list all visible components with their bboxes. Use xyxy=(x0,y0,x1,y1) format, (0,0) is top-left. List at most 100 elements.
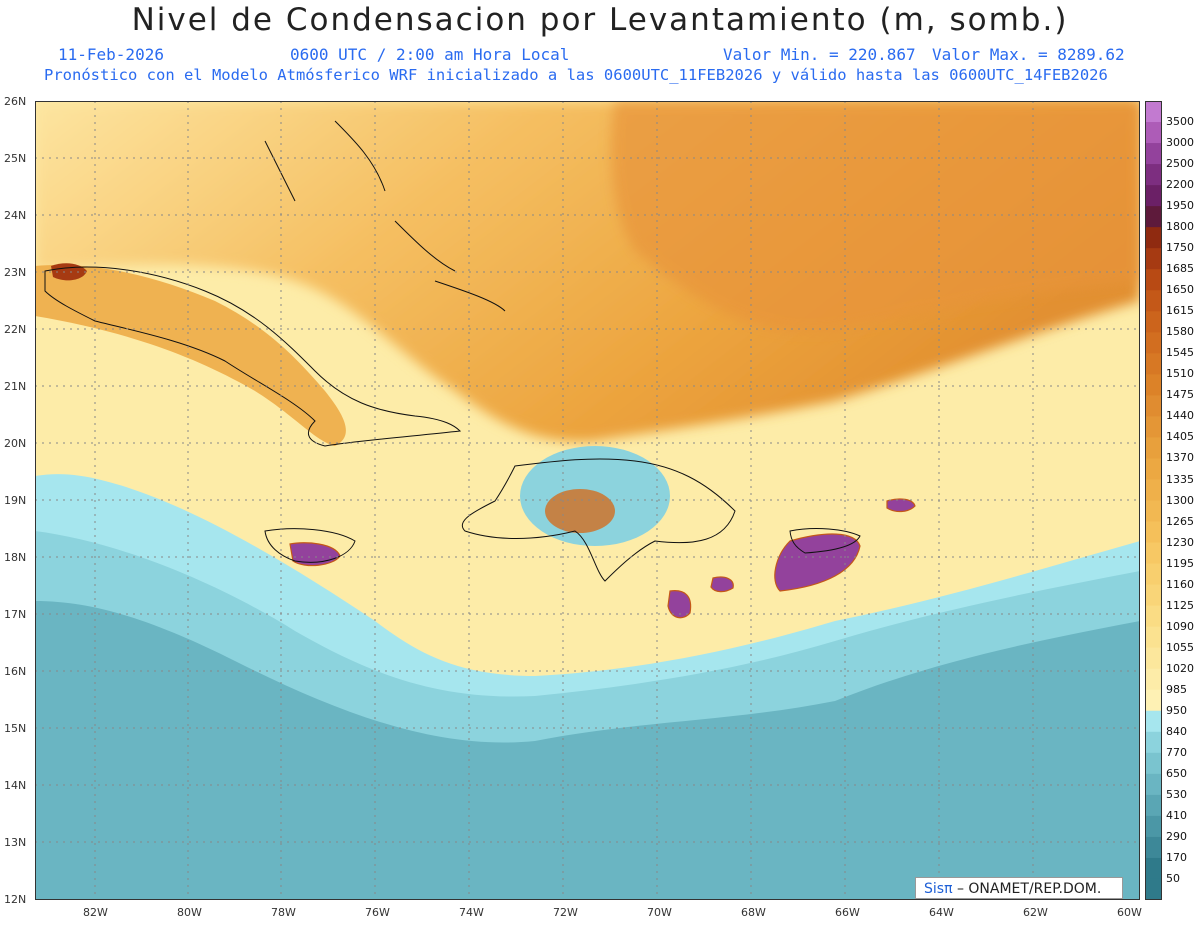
colorbar-segment xyxy=(1145,248,1162,270)
colorbar-label: 985 xyxy=(1166,682,1187,696)
colorbar-label: 530 xyxy=(1166,787,1187,801)
colorbar-label: 1685 xyxy=(1166,262,1194,276)
colorbar-segment xyxy=(1145,836,1162,859)
colorbar-segment xyxy=(1145,374,1162,396)
lat-label: 17N xyxy=(4,608,27,621)
colorbar-segment xyxy=(1145,290,1162,312)
hispaniola-orange xyxy=(545,489,615,533)
lat-label: 24N xyxy=(4,209,27,222)
colorbar-label: 3500 xyxy=(1166,115,1194,128)
colorbar-label: 1335 xyxy=(1166,472,1194,486)
lat-label: 21N xyxy=(4,380,27,393)
colorbar-svg xyxy=(1145,101,1162,901)
logo-text: – ONAMET/REP.DOM. xyxy=(956,881,1102,897)
lon-label: 74W xyxy=(459,906,484,919)
lat-label: 26N xyxy=(4,95,27,108)
colorbar-label: 1230 xyxy=(1166,535,1194,549)
colorbar-label: 1055 xyxy=(1166,640,1194,654)
logo: Sisπ – ONAMET/REP.DOM. xyxy=(915,877,1123,899)
colorbar-label: 1370 xyxy=(1166,451,1194,465)
colorbar-label: 2500 xyxy=(1166,157,1194,171)
colorbar-label: 1510 xyxy=(1166,367,1194,381)
colorbar-segment xyxy=(1145,122,1162,144)
map-frame xyxy=(35,101,1140,900)
colorbar-label: 410 xyxy=(1166,808,1187,822)
lat-label: 13N xyxy=(4,836,27,849)
lcl-field-svg xyxy=(35,101,1140,900)
colorbar-segment xyxy=(1145,563,1162,586)
colorbar-label: 840 xyxy=(1166,724,1187,738)
colorbar-label: 650 xyxy=(1166,766,1187,780)
colorbar-label: 1020 xyxy=(1166,661,1194,675)
colorbar-segment xyxy=(1145,206,1162,228)
purple-patch-3 xyxy=(886,498,916,513)
colorbar-segment xyxy=(1145,857,1162,880)
colorbar-label: 290 xyxy=(1166,829,1187,843)
colorbar-segment xyxy=(1145,458,1162,481)
colorbar-label: 50 xyxy=(1166,872,1180,885)
colorbar-segment xyxy=(1145,647,1162,670)
lon-label: 72W xyxy=(553,906,578,919)
colorbar-segment xyxy=(1145,416,1162,439)
colorbar-label: 1195 xyxy=(1166,556,1194,570)
colorbar-label: 1440 xyxy=(1166,409,1194,423)
lon-label: 66W xyxy=(835,906,860,919)
lon-label: 60W xyxy=(1117,906,1142,919)
forecast-info: Pronóstico con el Modelo Atmósferico WRF… xyxy=(44,66,1108,84)
map-title: Nivel de Condensacion por Levantamiento … xyxy=(131,2,1069,38)
colorbar-segment xyxy=(1145,542,1162,565)
lat-label: 23N xyxy=(4,266,27,279)
purple-patch-2 xyxy=(710,576,734,593)
time-label: 0600 UTC / 2:00 am Hora Local xyxy=(290,45,570,64)
colorbar-segment xyxy=(1145,269,1162,291)
colorbar-segment xyxy=(1145,479,1162,502)
colorbar-label: 1160 xyxy=(1166,577,1194,591)
coastlines xyxy=(44,120,861,582)
lon-label: 70W xyxy=(647,906,672,919)
colorbar-segment xyxy=(1145,332,1162,354)
colorbar-label: 1800 xyxy=(1166,220,1194,234)
colorbar-label: 2200 xyxy=(1166,178,1194,192)
purple-patch-1 xyxy=(667,590,692,619)
colorbar-segment xyxy=(1145,689,1162,712)
lon-label: 64W xyxy=(929,906,954,919)
lat-label: 15N xyxy=(4,722,27,735)
logo-sis: Sisπ xyxy=(924,881,953,897)
colorbar-segment xyxy=(1145,878,1162,901)
lon-label: 80W xyxy=(177,906,202,919)
colorbar-segment xyxy=(1145,815,1162,838)
colorbar-segment xyxy=(1145,710,1162,733)
colorbar-segment xyxy=(1145,521,1162,544)
colorbar-segment xyxy=(1145,500,1162,523)
colorbar-label: 1545 xyxy=(1166,346,1194,360)
date-label: 11-Feb-2026 xyxy=(58,45,164,64)
max-value-label: Valor Max. = 8289.62 xyxy=(932,45,1125,64)
colorbar-segment xyxy=(1145,794,1162,817)
colorbar-segment xyxy=(1145,437,1162,460)
lat-label: 20N xyxy=(4,437,27,450)
colorbar-segment xyxy=(1145,584,1162,607)
colorbar-label: 1265 xyxy=(1166,514,1194,528)
cuba-orange xyxy=(35,265,346,446)
colorbar-segment xyxy=(1145,773,1162,796)
colorbar-segment xyxy=(1145,731,1162,754)
colorbar-segment xyxy=(1145,752,1162,775)
map-field xyxy=(35,101,1140,900)
colorbar-label: 1615 xyxy=(1166,304,1194,318)
colorbar-label: 1300 xyxy=(1166,493,1194,507)
colorbar-segment xyxy=(1145,395,1162,417)
min-value-label: Valor Min. = 220.867 xyxy=(723,45,916,64)
lat-label: 19N xyxy=(4,494,27,507)
grid xyxy=(35,101,1140,900)
colorbar-segment xyxy=(1145,311,1162,333)
colorbar-label: 1950 xyxy=(1166,199,1194,213)
colorbar xyxy=(1145,101,1162,901)
colorbar-label: 1750 xyxy=(1166,241,1194,255)
lon-label: 62W xyxy=(1023,906,1048,919)
colorbar-label: 3000 xyxy=(1166,136,1194,150)
colorbar-segment xyxy=(1145,605,1162,628)
lon-label: 68W xyxy=(741,906,766,919)
lon-label: 82W xyxy=(83,906,108,919)
colorbar-segment xyxy=(1145,227,1162,249)
colorbar-label: 1650 xyxy=(1166,283,1194,297)
